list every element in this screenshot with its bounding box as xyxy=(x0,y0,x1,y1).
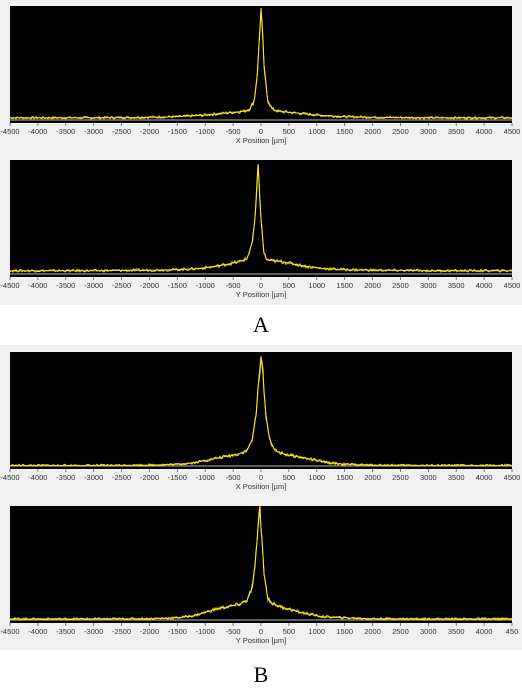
x-tick-label: -1500 xyxy=(168,127,187,136)
x-tick-label: 4000 xyxy=(476,473,493,482)
x-tick-label: 500 xyxy=(283,627,296,636)
x-axis-title: Y Position [µm] xyxy=(236,290,286,299)
x-tick-label: -500 xyxy=(226,281,241,290)
x-axis-title: X Position [µm] xyxy=(236,136,287,145)
x-tick-label: -1000 xyxy=(196,127,215,136)
x-tick-label: -1000 xyxy=(196,281,215,290)
x-tick-label: 1000 xyxy=(308,281,325,290)
x-tick-label: -4000 xyxy=(28,473,47,482)
x-tick-label: 1500 xyxy=(336,627,353,636)
x-tick-label: 2000 xyxy=(364,127,381,136)
series-line xyxy=(9,357,513,467)
chart-b-x-position: -4500 -4000 -3500 -3000 -2500 -2000 -1500 -1000… xyxy=(0,352,521,491)
series-line xyxy=(9,7,513,120)
x-tick-label: -2000 xyxy=(140,127,159,136)
x-tick-label: -1500 xyxy=(168,281,187,290)
x-tick-label: 4000 xyxy=(476,127,493,136)
x-tick-label: 1500 xyxy=(336,281,353,290)
x-tick-label: -3500 xyxy=(56,281,75,290)
chart-a-x-position: -4500 -4000 -3500 -3000 -2500 -2000 -1500 -1000… xyxy=(0,6,521,145)
x-tick-label: -3500 xyxy=(56,127,75,136)
x-tick-label: 500 xyxy=(283,127,296,136)
x-tick-label: -2000 xyxy=(140,281,159,290)
series-line xyxy=(9,505,513,622)
x-tick-label: -2500 xyxy=(112,281,131,290)
x-tick-label: -3500 xyxy=(56,627,75,636)
x-tick-label: -4500 xyxy=(0,627,19,636)
x-tick-label: 4000 xyxy=(476,627,493,636)
x-tick-label: -4000 xyxy=(28,281,47,290)
x-tick-label: 1000 xyxy=(308,473,325,482)
x-tick-label: -2500 xyxy=(112,627,131,636)
x-tick-label: -4500 xyxy=(0,281,19,290)
x-tick-label: -4000 xyxy=(28,627,47,636)
x-tick-label: -4500 xyxy=(0,127,19,136)
x-tick-label: 2000 xyxy=(364,473,381,482)
x-tick-label: -3000 xyxy=(84,473,103,482)
x-tick-label: -2500 xyxy=(112,127,131,136)
x-tick-label: 3000 xyxy=(420,127,437,136)
x-tick-label: 2500 xyxy=(392,281,409,290)
plot-b-x-position: -4500 -4000 -3500 -3000 -2500 -2000 -1500 -1000… xyxy=(0,346,522,496)
x-tick-label: 1500 xyxy=(336,127,353,136)
x-tick-label: 2500 xyxy=(392,127,409,136)
x-tick-label: -3000 xyxy=(84,627,103,636)
x-axis-title: X Position [µm] xyxy=(236,482,287,491)
x-tick-label: 1000 xyxy=(308,127,325,136)
plot-a-y-position: -4500 -4000 -3500 -3000 -2500 -2000 -1500 -1000… xyxy=(0,154,522,304)
x-tick-label: -1500 xyxy=(168,627,187,636)
x-tick-label: -2000 xyxy=(140,627,159,636)
x-tick-label: 2000 xyxy=(364,627,381,636)
x-tick-label: 0 xyxy=(259,627,263,636)
x-tick-label: 500 xyxy=(283,281,296,290)
x-tick-label: -1000 xyxy=(196,627,215,636)
x-tick-label: -3000 xyxy=(84,281,103,290)
label-a: A xyxy=(253,312,269,337)
plot-b-y-position: -4500 -4000 -3500 -3000 -2500 -2000 -1500 -1000… xyxy=(0,500,522,650)
x-tick-label: -500 xyxy=(226,627,241,636)
x-tick-label: -500 xyxy=(226,473,241,482)
series-line xyxy=(9,164,513,274)
plot-area xyxy=(10,6,512,123)
x-tick-label: 2000 xyxy=(364,281,381,290)
x-tick-label: -4000 xyxy=(28,127,47,136)
x-tick-label: -3500 xyxy=(56,473,75,482)
x-tick-label: 0 xyxy=(259,281,263,290)
x-tick-label: 2500 xyxy=(392,627,409,636)
chart-a-y-position: -4500 -4000 -3500 -3000 -2500 -2000 -1500 -1000… xyxy=(0,160,521,299)
x-tick-label: 1500 xyxy=(336,473,353,482)
x-tick-label: 3000 xyxy=(420,627,437,636)
plot-a-x-position: -4500 -4000 -3500 -3000 -2500 -2000 -1500 -1000… xyxy=(0,0,522,150)
x-tick-label: 500 xyxy=(283,473,296,482)
x-tick-label: 2500 xyxy=(392,473,409,482)
x-tick-label: 4500 xyxy=(504,281,521,290)
x-tick-label: -2000 xyxy=(140,473,159,482)
x-tick-label: -500 xyxy=(226,127,241,136)
x-tick-label: -3000 xyxy=(84,127,103,136)
x-tick-label: 4000 xyxy=(476,281,493,290)
x-tick-label: 0 xyxy=(259,127,263,136)
x-tick-label: 450 xyxy=(506,627,519,636)
x-tick-label: 3500 xyxy=(448,281,465,290)
x-tick-label: -1000 xyxy=(196,473,215,482)
x-tick-label: -4500 xyxy=(0,473,19,482)
x-tick-label: 3000 xyxy=(420,281,437,290)
x-tick-label: 4500 xyxy=(504,127,521,136)
x-axis-title: Y Position [µm] xyxy=(236,636,286,645)
x-tick-label: 1000 xyxy=(308,627,325,636)
chart-b-y-position: -4500 -4000 -3500 -3000 -2500 -2000 -1500 -1000… xyxy=(0,505,519,645)
label-b: B xyxy=(253,662,269,687)
x-tick-label: 3000 xyxy=(420,473,437,482)
x-tick-label: -1500 xyxy=(168,473,187,482)
x-tick-label: 3500 xyxy=(448,127,465,136)
x-tick-label: 4500 xyxy=(504,473,521,482)
plot-area xyxy=(10,352,512,469)
x-tick-label: 3500 xyxy=(448,473,465,482)
x-tick-label: -2500 xyxy=(112,473,131,482)
x-tick-label: 0 xyxy=(259,473,263,482)
x-tick-label: 3500 xyxy=(448,627,465,636)
